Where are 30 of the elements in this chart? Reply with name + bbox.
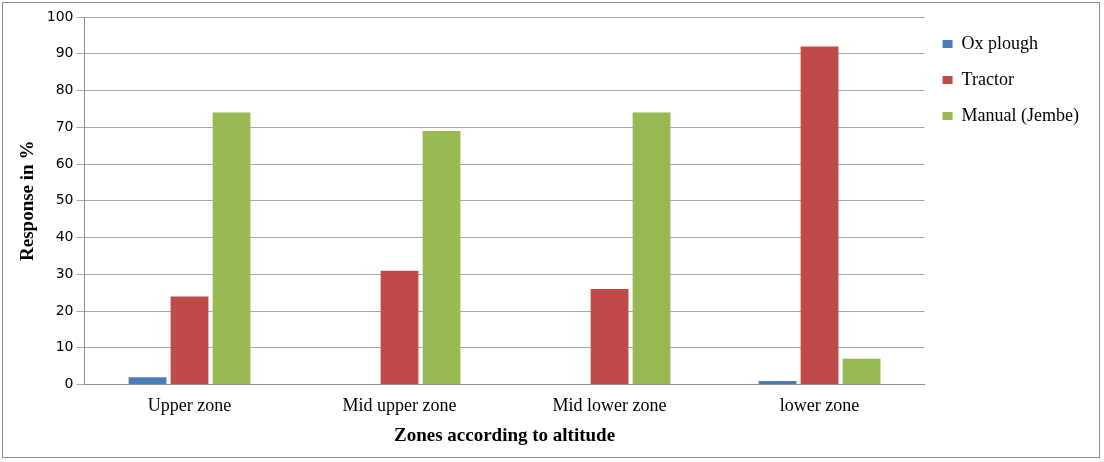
y-tick-label: 10 bbox=[55, 338, 74, 355]
legend-label: Tractor bbox=[961, 68, 1014, 89]
bar bbox=[380, 270, 419, 385]
bar bbox=[800, 46, 839, 385]
bar bbox=[632, 112, 671, 385]
bar bbox=[842, 358, 881, 385]
y-tick-label: 90 bbox=[55, 44, 74, 61]
x-tick-label: Upper zone bbox=[147, 395, 232, 416]
bar bbox=[758, 380, 797, 385]
y-tick-label: 60 bbox=[55, 154, 74, 171]
bar bbox=[212, 112, 251, 385]
y-tick-label: 0 bbox=[64, 375, 74, 392]
bar bbox=[590, 289, 629, 385]
x-axis-title: Zones according to altitude bbox=[393, 423, 616, 445]
y-tick-label: 70 bbox=[55, 117, 74, 134]
y-tick-label: 20 bbox=[55, 301, 74, 318]
x-tick-label: lower zone bbox=[779, 395, 860, 416]
x-tick-label: Mid upper zone bbox=[342, 395, 457, 416]
y-tick-label: 40 bbox=[55, 228, 74, 245]
bar bbox=[170, 296, 209, 385]
bar bbox=[128, 377, 167, 385]
legend-label: Manual (Jembe) bbox=[961, 104, 1080, 126]
y-tick-label: 100 bbox=[46, 7, 74, 24]
y-axis-title: Response in % bbox=[16, 140, 38, 261]
y-tick-label: 50 bbox=[55, 191, 74, 208]
y-tick-label: 80 bbox=[55, 81, 74, 98]
x-tick-label: Mid lower zone bbox=[552, 395, 667, 416]
bar bbox=[422, 130, 461, 385]
y-tick-label: 30 bbox=[55, 264, 74, 281]
legend-label: Ox plough bbox=[961, 32, 1039, 53]
